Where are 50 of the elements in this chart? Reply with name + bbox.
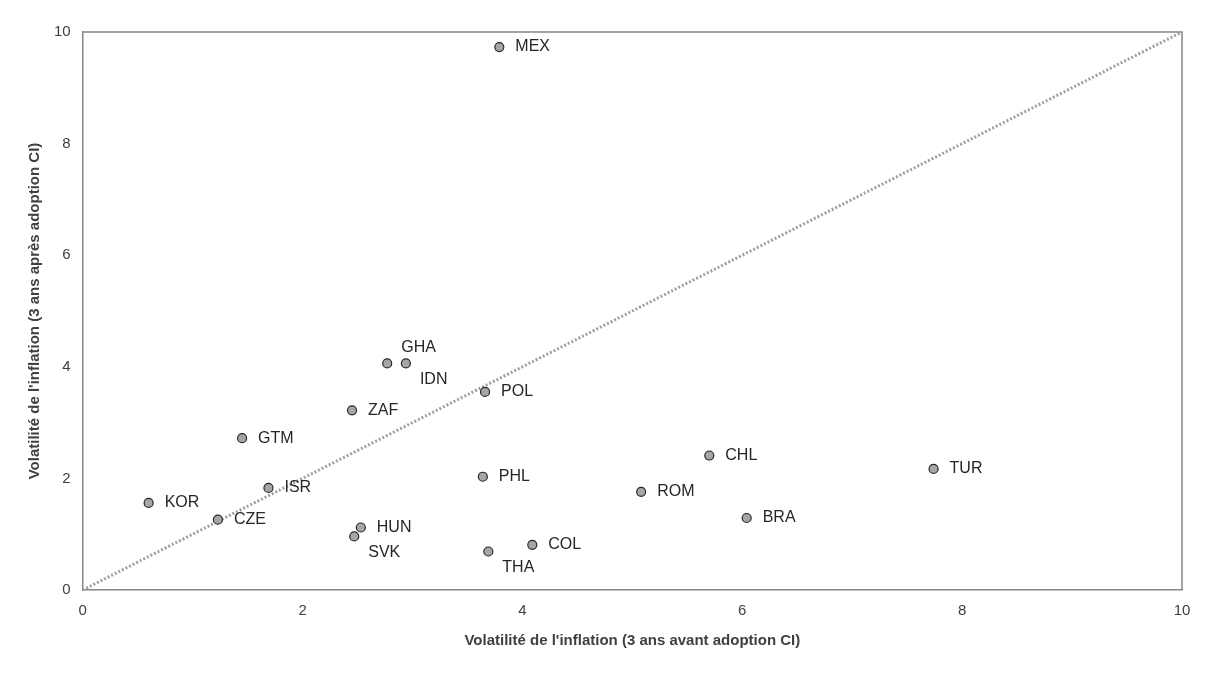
- x-tick-label: 6: [738, 601, 747, 619]
- annotation: SVK: [368, 542, 401, 560]
- x-axis-title: Volatilité de l'inflation (3 ans avant adoption CI): [464, 631, 801, 649]
- x-tick-label: 8: [957, 601, 967, 619]
- annotation: CHL: [725, 445, 758, 463]
- annotation: BRA: [762, 508, 796, 526]
- y-tick-label: 10: [54, 22, 71, 40]
- point: [494, 41, 505, 53]
- point: [143, 497, 154, 509]
- x-tick-label: 0: [78, 601, 87, 619]
- point: [527, 539, 538, 550]
- annotation: CZE: [233, 510, 266, 528]
- x-tick-label: 10: [1173, 601, 1191, 619]
- annotation: KOR: [164, 493, 200, 511]
- point: [479, 386, 491, 398]
- point: [355, 522, 366, 533]
- annotation: POL: [501, 382, 534, 400]
- point: [636, 486, 647, 497]
- x-tick-label: 4: [518, 601, 527, 619]
- annotation: GTM: [258, 428, 294, 446]
- annotation: GHA: [401, 337, 437, 355]
- point: [477, 471, 488, 482]
- point: [704, 450, 715, 461]
- y-tick-label: 4: [62, 356, 71, 374]
- point: [349, 531, 360, 542]
- annotation: ISR: [284, 478, 312, 496]
- annotation: PHL: [498, 467, 531, 485]
- point: [483, 546, 494, 557]
- annotation: TUR: [949, 459, 983, 477]
- point: [263, 482, 274, 493]
- annotation: THA: [502, 557, 535, 575]
- point: [741, 512, 752, 524]
- point: [400, 358, 411, 369]
- y-tick-label: 6: [62, 245, 71, 263]
- annotation: COL: [548, 535, 582, 553]
- y-tick-label: 8: [62, 133, 71, 151]
- annotation: ROM: [657, 482, 695, 500]
- y-axis-title: Volatilité de l'inflation (3 ans après adoption CI): [25, 142, 43, 480]
- annotation: MEX: [515, 37, 551, 55]
- y-tick-label: 0: [62, 580, 71, 598]
- annotation: IDN: [419, 369, 448, 387]
- y-tick-label: 2: [62, 468, 71, 486]
- point: [928, 463, 939, 475]
- point: [236, 433, 248, 444]
- point: [212, 514, 223, 525]
- point: [382, 358, 393, 369]
- x-tick-label: 2: [298, 601, 307, 619]
- annotation: HUN: [376, 517, 412, 535]
- annotation: ZAF: [368, 400, 399, 418]
- point: [346, 405, 358, 416]
